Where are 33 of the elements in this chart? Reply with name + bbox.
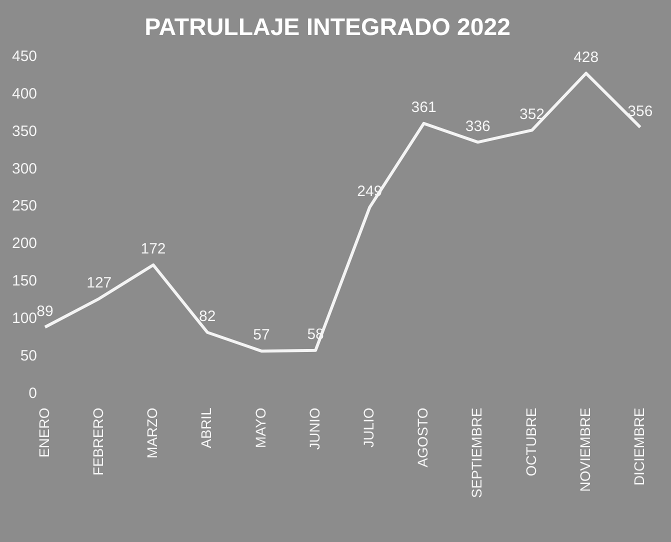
data-label: 57	[253, 326, 270, 344]
x-tick-label: OCTUBRE	[522, 408, 539, 476]
x-tick-label: FEBRERO	[90, 408, 106, 476]
x-tick-label: DICIEMBRE	[631, 408, 648, 486]
data-label: 352	[519, 106, 544, 123]
x-tick-label: AGOSTO	[414, 408, 431, 468]
y-tick-label: 300	[12, 160, 38, 178]
data-label: 428	[574, 48, 599, 66]
x-tick-label: MARZO	[144, 408, 160, 458]
y-tick-label: 50	[20, 347, 38, 364]
y-tick-label: 200	[12, 235, 38, 252]
data-label: 82	[199, 308, 216, 325]
y-tick-label: 100	[12, 310, 38, 328]
y-tick-label: 0	[28, 384, 38, 402]
data-label: 127	[86, 274, 112, 292]
y-tick-label: 250	[12, 198, 38, 215]
data-label: 361	[411, 99, 436, 116]
y-tick-label: 350	[12, 122, 38, 140]
data-label: 89	[36, 302, 54, 320]
data-label: 336	[465, 118, 490, 135]
y-tick-label: 400	[12, 85, 38, 102]
x-tick-label: NOVIEMBRE	[576, 408, 593, 492]
x-tick-label: JUNIO	[306, 408, 322, 450]
x-tick-label: MAYO	[252, 408, 268, 448]
data-label: 356	[628, 102, 653, 120]
y-tick-label: 150	[12, 272, 38, 290]
x-tick-label: ENERO	[36, 408, 52, 458]
x-tick-label: JULIO	[360, 408, 377, 448]
x-tick-label: SEPTIEMBRE	[468, 408, 485, 498]
chart-title: PATRULLAJE INTEGRADO 2022	[144, 14, 510, 42]
x-tick-label: ABRIL	[198, 408, 214, 448]
data-label: 172	[140, 240, 166, 258]
y-tick-label: 450	[12, 48, 38, 65]
